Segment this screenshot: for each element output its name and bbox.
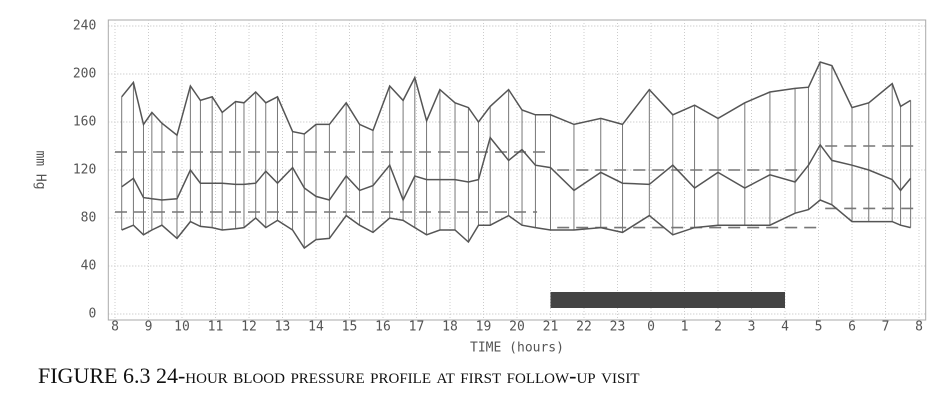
x-tick-label: 4 — [781, 320, 789, 335]
y-tick-label: 200 — [73, 67, 96, 82]
x-tick-label: 10 — [174, 320, 190, 335]
x-tick-label: 13 — [275, 320, 291, 335]
x-tick-label: 3 — [748, 320, 756, 335]
series-line — [121, 199, 911, 250]
x-tick-label: 5 — [815, 320, 823, 335]
x-tick-label: 18 — [442, 320, 458, 335]
series-line — [121, 135, 912, 202]
y-tick-label: 240 — [73, 19, 96, 34]
x-tick-label: 20 — [509, 320, 525, 335]
y-axis-title: mm Hg — [33, 150, 48, 189]
x-tick-label: 19 — [476, 320, 492, 335]
x-tick-label: 2 — [714, 320, 722, 335]
y-tick-label: 40 — [81, 259, 97, 274]
y-tick-label: 160 — [73, 115, 96, 130]
x-axis-title: TIME (hours) — [470, 341, 564, 356]
y-tick-label: 120 — [73, 163, 96, 178]
caption: FIGURE 6.3 24-hour blood pressure profil… — [38, 363, 639, 388]
x-tick-label: 11 — [208, 320, 224, 335]
series-line — [121, 61, 911, 137]
x-tick-label: 17 — [409, 320, 425, 335]
night-bar — [550, 292, 785, 308]
x-tick-label: 6 — [848, 320, 856, 335]
x-tick-label: 23 — [610, 320, 626, 335]
x-tick-label: 14 — [308, 320, 324, 335]
x-tick-label: 7 — [882, 320, 890, 335]
x-tick-label: 1 — [681, 320, 689, 335]
y-tick-label: 80 — [81, 211, 97, 226]
x-tick-label: 16 — [375, 320, 391, 335]
x-tick-label: 12 — [241, 320, 257, 335]
x-tick-label: 8 — [111, 320, 119, 335]
x-tick-label: 0 — [647, 320, 655, 335]
x-tick-label: 15 — [342, 320, 358, 335]
x-tick-label: 8 — [915, 320, 923, 335]
x-tick-label: 22 — [576, 320, 592, 335]
x-tick-label: 21 — [543, 320, 559, 335]
x-tick-label: 9 — [145, 320, 153, 335]
y-tick-label: 0 — [88, 307, 96, 322]
